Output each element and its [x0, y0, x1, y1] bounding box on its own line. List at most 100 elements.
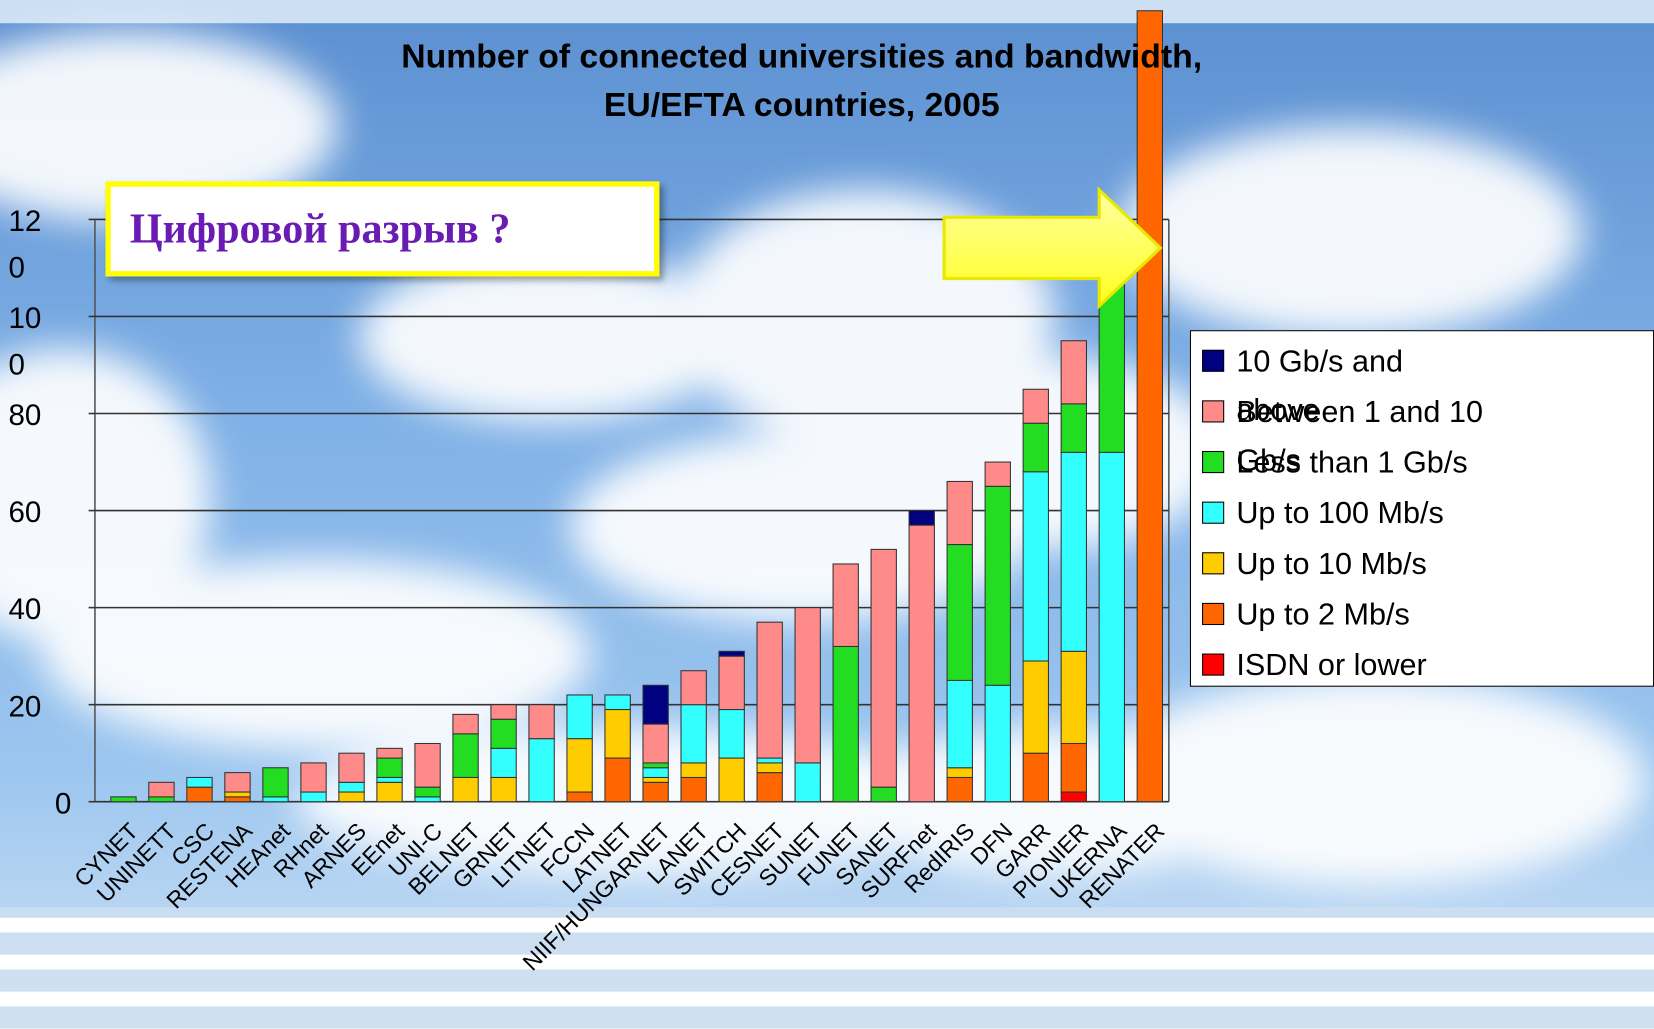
bar-segment [718, 757, 745, 803]
bar-segment [262, 767, 289, 798]
legend-label: Between 1 and 10 Gb/s [1236, 395, 1483, 478]
bar-segment [604, 708, 631, 759]
y-tick-label: 100 [8, 301, 42, 381]
bar-segment [186, 776, 213, 788]
bar-segment [642, 723, 669, 764]
bar-segment [490, 776, 517, 803]
bar-segment [946, 776, 973, 803]
legend-label: Less than 1 Gb/s [1236, 446, 1468, 480]
bar-segment [566, 738, 593, 793]
bar-segment [224, 796, 251, 803]
bar-segment [984, 485, 1011, 686]
bar-segment [148, 781, 175, 798]
bar-segment [946, 544, 973, 681]
bar-segment [376, 781, 403, 803]
title-line: EU/EFTA countries, 2005 [603, 85, 1000, 124]
bar-segment [414, 786, 441, 798]
bar-segment [452, 713, 479, 735]
bar-segment [528, 704, 555, 740]
bar-segment [680, 762, 707, 778]
title-line: Number of connected universities and ban… [401, 36, 1203, 75]
bar-segment [1022, 471, 1049, 662]
legend-label: Up to 10 Mb/s [1236, 547, 1427, 582]
bar-segment [1022, 660, 1049, 754]
bar-segment [794, 762, 821, 803]
bar-segment [604, 757, 631, 803]
bar-segment [718, 655, 745, 711]
bar-segment [908, 524, 935, 803]
stripe [0, 991, 1654, 1007]
y-tick-label: 60 [8, 495, 42, 529]
bar-segment [338, 791, 365, 803]
bar-segment [1060, 791, 1087, 803]
bar-segment [642, 762, 669, 769]
bar-segment [756, 757, 783, 764]
bar-segment [1060, 340, 1087, 405]
bar-segment [300, 762, 327, 793]
bar-segment [338, 781, 365, 793]
legend-label: 10 Gb/s and above [1236, 344, 1404, 428]
bar-segment [414, 796, 441, 803]
chart-title: Number of connected universities and ban… [169, 32, 1435, 129]
legend-label: ISDN or lower [1236, 648, 1427, 683]
bar-segment [1022, 752, 1049, 803]
y-tick-label: 120 [8, 204, 42, 284]
legend-label: Up to 2 Mb/s [1236, 598, 1410, 632]
bar-segment [642, 781, 669, 803]
bar-segment [946, 480, 973, 546]
bar-segment [1098, 451, 1125, 803]
bar-segment [680, 776, 707, 803]
bar-segment [338, 752, 365, 783]
bar-segment [1060, 403, 1087, 453]
bar-segment [1060, 451, 1087, 652]
bar-segment [452, 776, 479, 803]
bar-segment [718, 708, 745, 759]
annotation: Цифровой разрыв ? [105, 181, 660, 277]
bar-segment [566, 694, 593, 740]
bar-segment [490, 704, 517, 720]
bar-segment [1098, 243, 1125, 453]
bar-segment [528, 738, 555, 803]
bar-segment [832, 645, 859, 803]
bar-segment [870, 548, 897, 788]
bar-segment [984, 461, 1011, 487]
bar-segment [946, 767, 973, 778]
bar-segment [832, 563, 859, 647]
bar-segment [984, 684, 1011, 803]
bar-segment [262, 796, 289, 803]
bar-segment [794, 607, 821, 764]
bar-segment [1060, 742, 1087, 793]
bar-segment [908, 510, 935, 526]
bar-segment [376, 757, 403, 778]
bar-segment [642, 767, 669, 778]
bar-segment [148, 796, 175, 803]
bar-segment [490, 747, 517, 778]
bar-segment [756, 762, 783, 774]
bar-segment [946, 679, 973, 769]
y-tick-label: 40 [8, 592, 42, 626]
y-tick-label: 0 [54, 786, 72, 820]
bar-segment [1060, 650, 1087, 745]
bar-segment [1022, 422, 1049, 473]
bar-segment [1022, 388, 1049, 424]
y-tick-label: 20 [8, 689, 42, 723]
bar-segment [490, 718, 517, 749]
bar-segment [452, 733, 479, 778]
legend-label: Up to 100 Mb/s [1236, 496, 1444, 531]
frost-border [0, 0, 1654, 24]
bar-segment [186, 786, 213, 803]
bar-segment [110, 796, 137, 803]
bar-segment [756, 621, 783, 759]
bar-segment [604, 694, 631, 711]
bar-segment [870, 786, 897, 803]
bar-segment [642, 776, 669, 783]
bar-segment [680, 704, 707, 764]
bar-segment [1136, 10, 1164, 803]
bar-segment [756, 772, 783, 803]
y-tick-label: 80 [8, 398, 42, 432]
bar-segment [224, 791, 251, 798]
legend [1189, 330, 1654, 687]
